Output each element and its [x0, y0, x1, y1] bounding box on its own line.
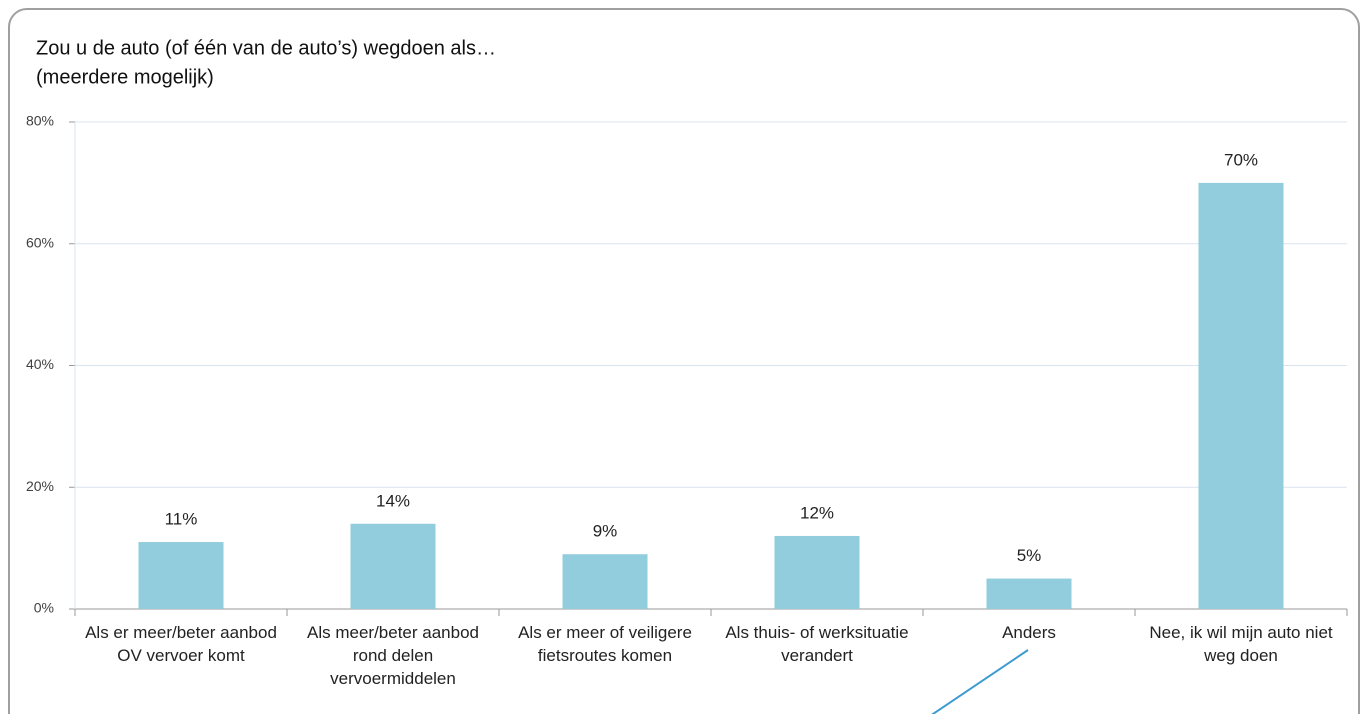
- x-tick-label: Nee, ik wil mijn auto niet weg doen: [1149, 623, 1333, 665]
- chart-title: Zou u de auto (of één van de auto’s) weg…: [36, 37, 496, 59]
- x-tick-label: Als er meer/beter aanbod OV vervoer komt: [85, 623, 277, 665]
- x-tick-label: Als thuis- of werksituatie verandert: [725, 623, 909, 665]
- y-tick-label: 80%: [26, 113, 54, 129]
- value-label: 70%: [1224, 150, 1258, 169]
- x-tick-label: Als meer/beter aanbod rond delen vervoer…: [307, 623, 479, 688]
- chart-subtitle: (meerdere mogelijk): [36, 66, 214, 88]
- value-label: 11%: [165, 510, 198, 529]
- value-label: 14%: [376, 491, 410, 510]
- value-label: 5%: [1017, 546, 1042, 565]
- y-tick-label: 20%: [26, 478, 54, 494]
- bar: [774, 535, 860, 609]
- y-tick-label: 60%: [26, 234, 54, 250]
- y-tick-label: 0%: [34, 600, 54, 616]
- bar: [138, 542, 224, 609]
- bar: [562, 554, 648, 609]
- x-tick-label: Als er meer of veiligere fietsroutes kom…: [518, 623, 692, 665]
- value-label: 9%: [593, 522, 618, 541]
- pointer-line: [931, 649, 1029, 714]
- bar: [986, 578, 1072, 609]
- x-tick-label: Anders: [1002, 623, 1056, 642]
- frame: [8, 8, 1360, 714]
- value-label: 12%: [800, 503, 834, 522]
- bar: [1198, 182, 1284, 609]
- bar: [350, 523, 436, 609]
- y-tick-label: 40%: [26, 356, 54, 372]
